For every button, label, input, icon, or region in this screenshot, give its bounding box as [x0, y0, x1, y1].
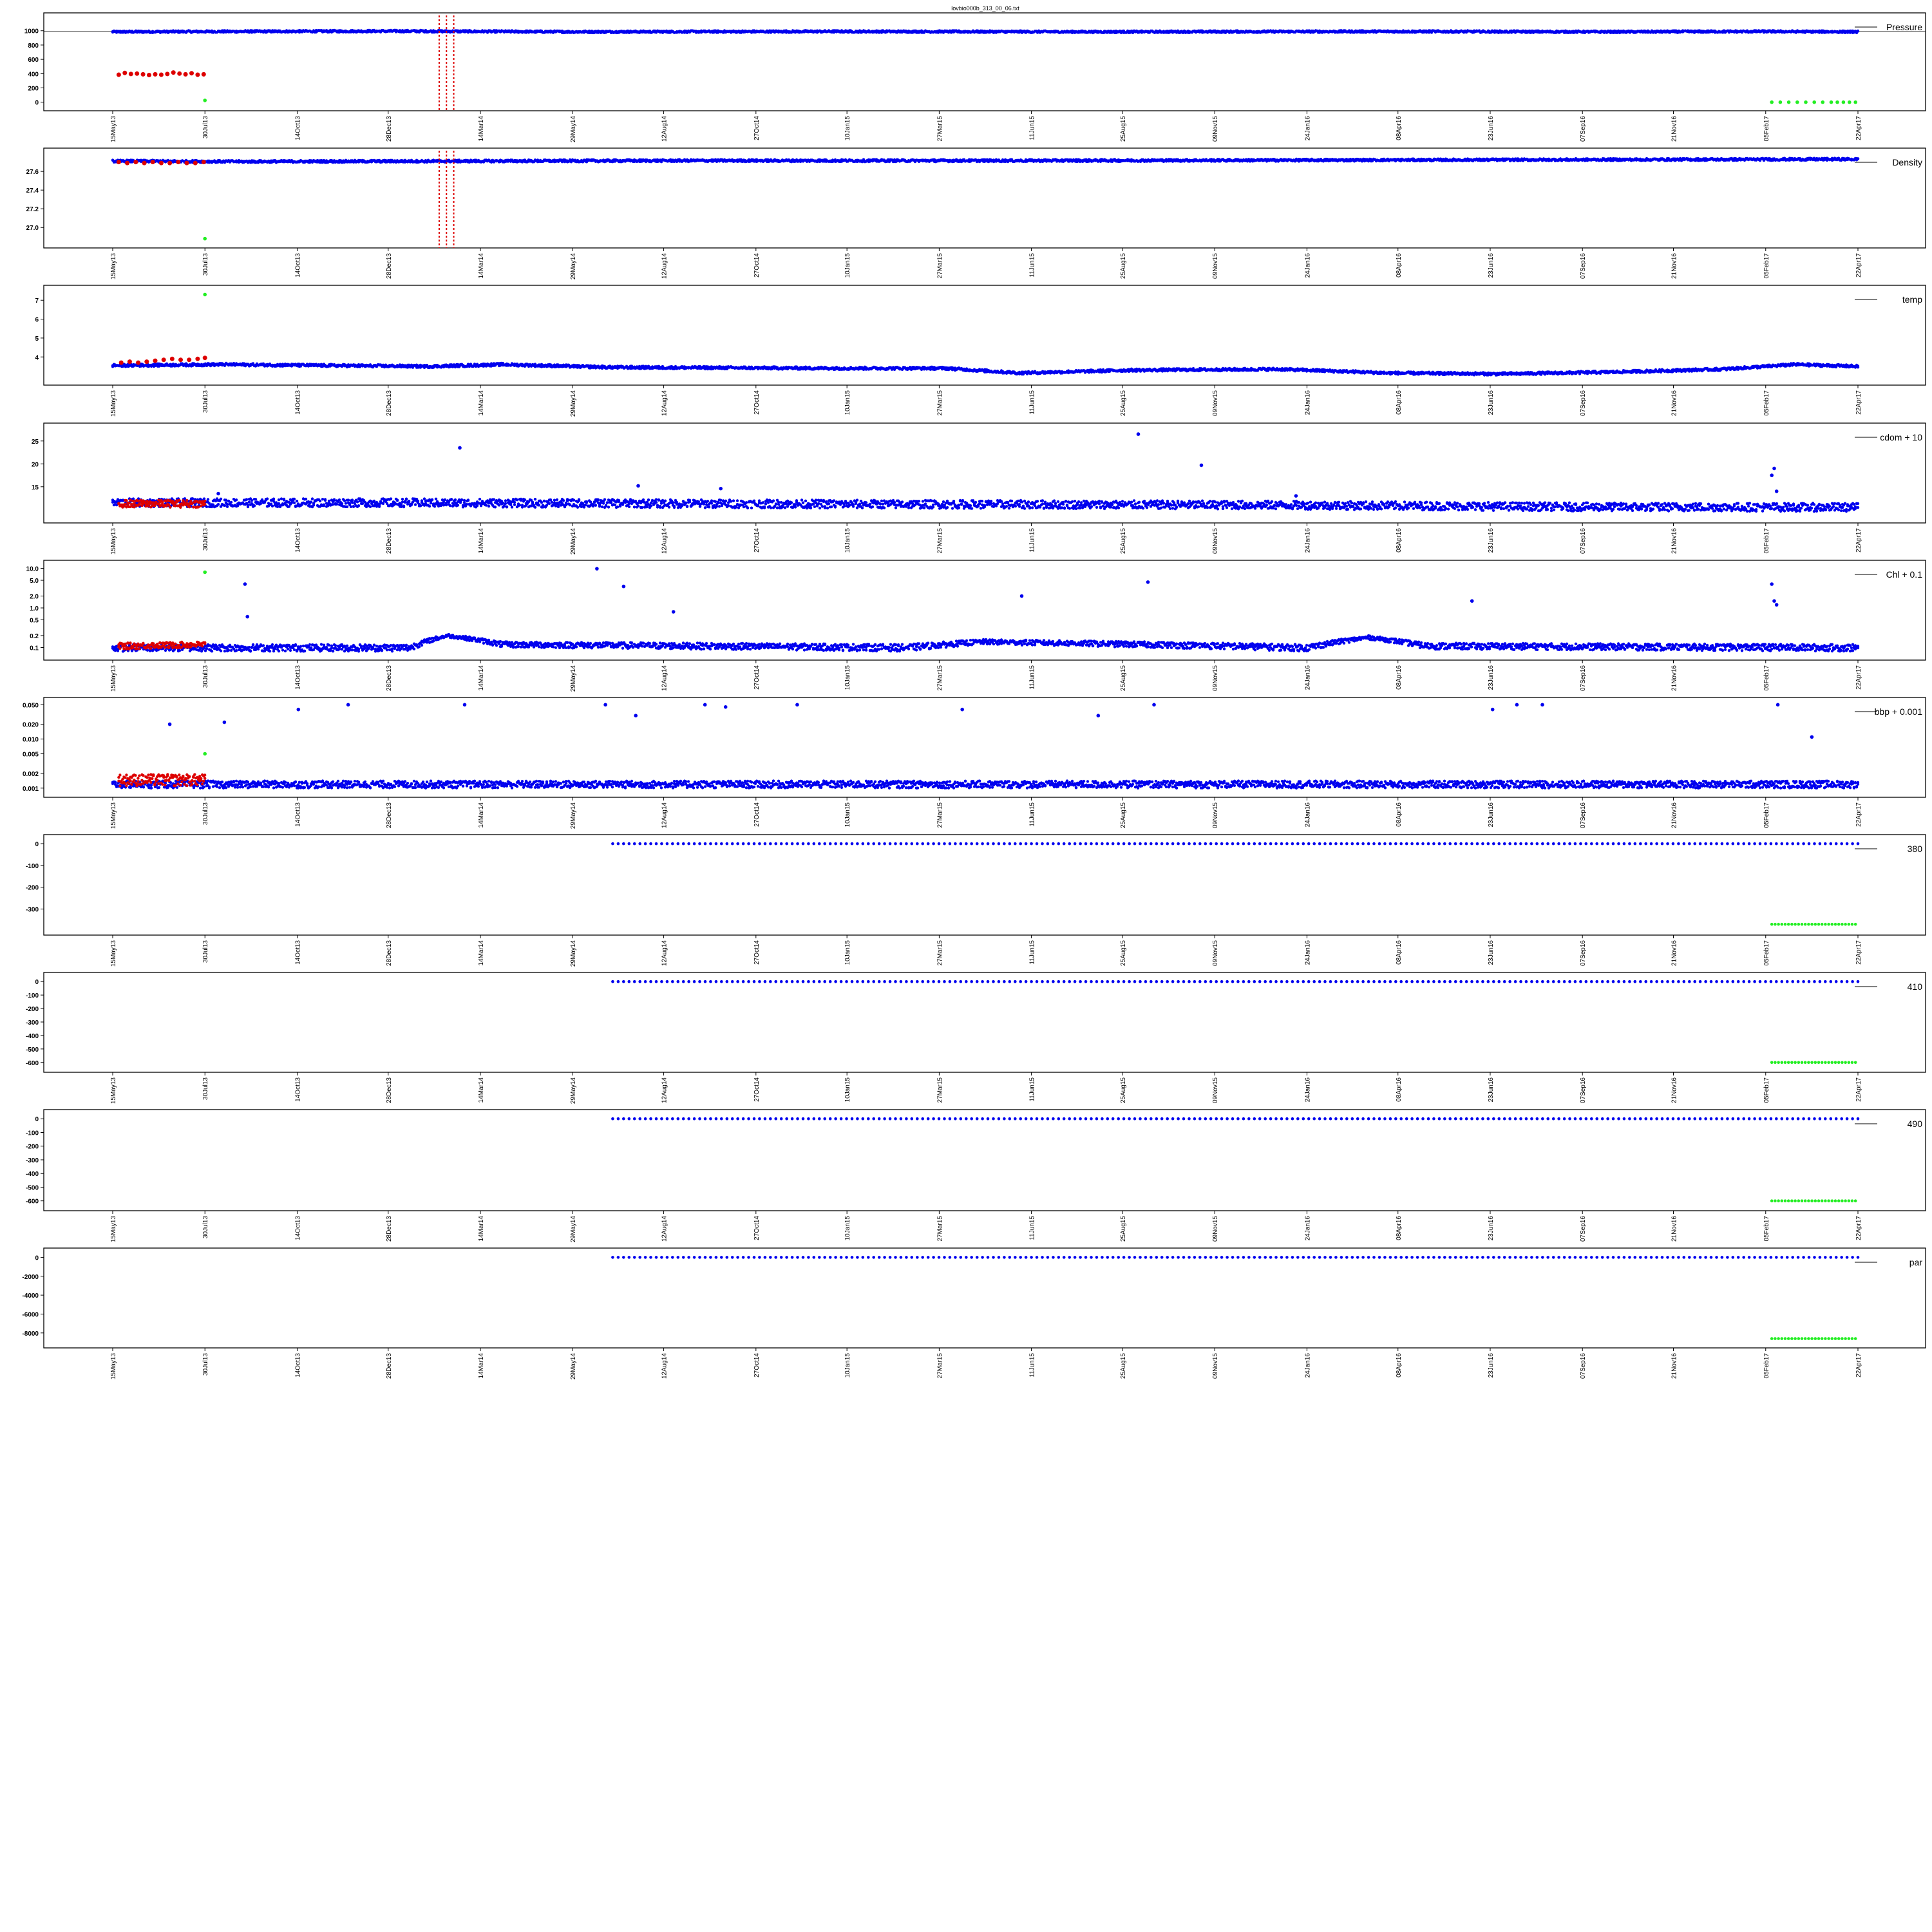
y-tick-label: 27.6	[26, 169, 39, 176]
data-point	[1848, 100, 1852, 104]
data-point	[1812, 100, 1816, 104]
data-point	[201, 71, 206, 77]
data-point	[158, 72, 164, 77]
x-tick-label: 21Nov16	[1671, 253, 1678, 279]
data-point	[1829, 100, 1833, 104]
data-point	[1856, 30, 1860, 33]
data-point	[135, 71, 140, 76]
data-point	[1804, 100, 1808, 104]
data-point	[1853, 100, 1857, 104]
x-tick-label: 07Sep16	[1580, 253, 1587, 279]
x-tick-label: 09Nov15	[1212, 253, 1219, 279]
data-point	[140, 71, 146, 77]
data-point	[1778, 100, 1783, 104]
x-tick-label: 27Oct14	[753, 116, 761, 140]
x-tick-label: 08Apr16	[1396, 253, 1403, 278]
legend-label: Density	[1892, 157, 1922, 167]
x-tick-label: 14Oct13	[294, 116, 301, 140]
x-tick-label: 14Mar14	[478, 116, 485, 142]
x-tick-label: 12Aug14	[661, 253, 668, 279]
x-tick-label: 14Mar14	[478, 253, 485, 279]
legend-label: Pressure	[1886, 22, 1922, 32]
x-tick-label: 21Nov16	[1671, 116, 1678, 142]
data-point	[1770, 100, 1774, 104]
data-point	[195, 72, 200, 77]
data-point	[165, 71, 170, 77]
x-tick-label: 29May14	[570, 116, 577, 143]
x-tick-label: 27Mar15	[936, 253, 943, 279]
x-tick-label: 30Jul13	[202, 253, 209, 276]
x-tick-label: 30Jul13	[202, 116, 209, 138]
x-tick-label: 28Dec13	[386, 116, 393, 142]
x-tick-label: 14Oct13	[294, 253, 301, 278]
x-tick-label: 11Jun15	[1029, 116, 1036, 140]
y-tick-label: 800	[28, 43, 39, 50]
figure-title: lovbio000b_313_00_06.txt	[951, 5, 1019, 12]
data-point	[189, 71, 194, 76]
plot-frame	[43, 12, 1926, 111]
series-green-3	[203, 99, 207, 102]
x-tick-label: 28Dec13	[386, 253, 393, 279]
data-point	[1795, 100, 1799, 104]
x-tick-label: 24Jan16	[1304, 116, 1311, 141]
data-point	[203, 99, 207, 102]
data-point	[1821, 100, 1825, 104]
y-tick-label: 200	[28, 85, 39, 92]
x-tick-label: 08Apr16	[1396, 116, 1403, 140]
data-point	[183, 71, 188, 77]
data-point	[1841, 100, 1846, 104]
series-blue-1	[111, 28, 1860, 35]
x-tick-label: 27Oct14	[753, 253, 761, 278]
data-point	[122, 70, 128, 75]
x-tick-label: 11Jun15	[1029, 253, 1036, 278]
data-point	[171, 70, 176, 75]
data-point	[147, 73, 151, 77]
y-tick-label: 400	[28, 71, 39, 78]
y-tick-label: 27.4	[26, 187, 39, 194]
x-tick-label: 27Mar15	[936, 116, 943, 142]
x-tick-label: 29May14	[570, 253, 577, 280]
data-point	[153, 71, 158, 77]
y-tick-label: 600	[28, 57, 39, 64]
y-tick-label: 0	[35, 100, 39, 107]
x-tick-label: 05Feb17	[1763, 116, 1770, 142]
x-tick-label: 24Jan16	[1304, 253, 1311, 278]
data-point	[128, 71, 133, 77]
x-tick-label: 15May13	[110, 116, 117, 143]
x-tick-label: 25Aug15	[1120, 116, 1127, 142]
y-tick-label: 27.0	[26, 225, 39, 232]
x-tick-label: 10Jan15	[844, 116, 851, 141]
x-tick-label: 09Nov15	[1212, 116, 1219, 142]
x-tick-label: 12Aug14	[661, 116, 668, 142]
data-point	[1786, 100, 1791, 104]
x-tick-label: 23Jun16	[1488, 116, 1495, 141]
x-tick-label: 10Jan15	[844, 253, 851, 278]
y-tick-label: 27.2	[26, 206, 39, 213]
data-point	[177, 71, 182, 76]
x-tick-label: 25Aug15	[1120, 253, 1127, 279]
data-point	[116, 72, 121, 77]
x-tick-label: 23Jun16	[1488, 253, 1495, 278]
panel-1: 0 200 400 600 800 1000 15May13 30Jul13 14Oct13 28…	[24, 12, 1926, 143]
x-tick-label: 15May13	[110, 253, 117, 280]
x-tick-label: 05Feb17	[1763, 253, 1770, 279]
y-tick-label: 1000	[24, 28, 39, 35]
data-point	[1835, 100, 1839, 104]
x-tick-label: 22Apr17	[1855, 116, 1862, 140]
x-tick-label: 22Apr17	[1855, 253, 1862, 278]
x-tick-label: 07Sep16	[1580, 116, 1587, 142]
